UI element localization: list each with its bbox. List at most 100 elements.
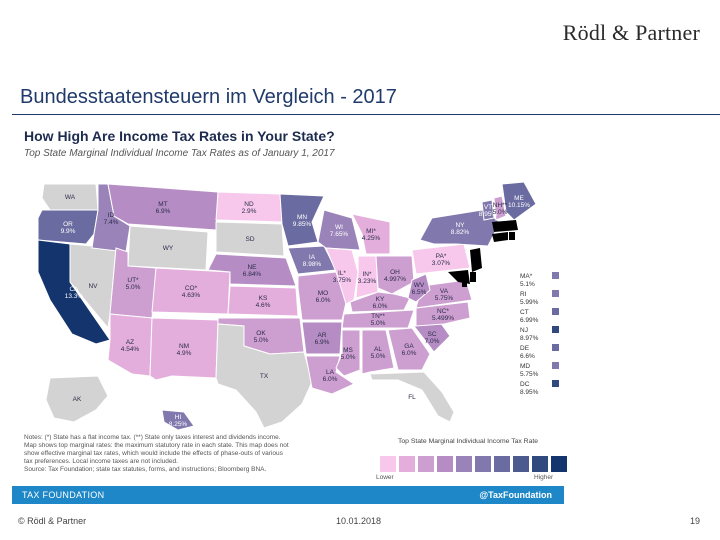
state-MA (492, 220, 518, 232)
state-rate-ND: 2.9% (242, 208, 257, 215)
side-label-CT: CT6.99% (520, 308, 559, 324)
state-label-MI: MI* (366, 228, 376, 235)
state-label-SD: SD (245, 236, 254, 243)
state-NH (493, 195, 507, 221)
state-label-PA: PA* (436, 253, 447, 260)
legend-swatches (380, 456, 567, 472)
tax-foundation-logo: TAX FOUNDATION (22, 490, 105, 500)
svg-text:NJ: NJ (520, 327, 528, 334)
svg-text:MA*: MA* (520, 273, 533, 280)
state-rate-TN: 5.0% (371, 320, 386, 327)
state-label-IL: IL* (338, 270, 346, 277)
state-label-WA: WA (65, 194, 76, 201)
tax-foundation-handle: @TaxFoundation (479, 490, 552, 500)
side-label-DC: DC8.95% (520, 380, 559, 396)
state-label-TX: TX (260, 373, 269, 380)
state-MT (107, 183, 219, 231)
state-rate-ME: 10.15% (508, 202, 530, 209)
state-label-OR: OR (63, 221, 73, 228)
note-line: Map shows top marginal rates: the maximu… (24, 442, 289, 449)
state-IL (325, 247, 359, 305)
state-rate-NM: 4.9% (177, 350, 192, 357)
state-label-SC: SC (427, 331, 436, 338)
side-labels: MA*5.1% RI5.99% CT6.99% NJ8.97% DE6.6% M… (520, 272, 559, 396)
state-DE (470, 272, 476, 282)
state-rate-OK: 5.0% (254, 337, 269, 344)
legend-title: Top State Marginal Individual Income Tax… (397, 438, 539, 445)
tax-map-figure: How High Are Income Tax Rates in Your St… (12, 122, 567, 506)
state-rate-AR: 6.9% (315, 339, 330, 346)
state-rate-PA: 3.07% (432, 260, 451, 267)
state-label-NC: NC* (437, 308, 449, 315)
svg-text:5.99%: 5.99% (520, 299, 539, 306)
legend-swatch (494, 456, 510, 472)
state-rate-CO: 4.63% (182, 292, 201, 299)
title-divider (12, 114, 720, 115)
svg-text:DC: DC (520, 381, 530, 388)
state-label-VT: VT (484, 204, 492, 211)
svg-text:5.1%: 5.1% (520, 281, 535, 288)
svg-text:8.95%: 8.95% (520, 389, 539, 396)
state-label-IA: IA (309, 254, 316, 261)
state-rate-MO: 6.0% (316, 297, 331, 304)
state-HI (161, 409, 195, 431)
side-label-DE: DE6.6% (520, 344, 559, 360)
legend-swatch (513, 456, 529, 472)
state-rate-OR: 9.9% (61, 228, 76, 235)
legend-higher-label: Higher (534, 474, 554, 481)
legend-swatch (532, 456, 548, 472)
state-rate-GA: 6.0% (402, 350, 417, 357)
state-label-CA: CA (69, 286, 79, 293)
state-label-ID: ID (108, 212, 115, 219)
state-label-OH: OH (390, 269, 400, 276)
state-label-KY: KY (376, 296, 385, 303)
note-line: Source: Tax Foundation; state tax statut… (24, 466, 267, 473)
state-SD (215, 221, 285, 257)
state-NE (207, 253, 297, 287)
state-label-HI: HI (175, 414, 182, 421)
state-AL (361, 329, 395, 375)
state-label-ME: ME (514, 195, 524, 202)
svg-text:RI: RI (520, 291, 527, 298)
state-label-AR: AR (317, 332, 326, 339)
state-rate-LA: 6.0% (323, 376, 338, 383)
state-label-VA: VA (440, 288, 449, 295)
side-label-NJ: NJ8.97% (520, 326, 559, 342)
side-label-MD: MD5.75% (520, 362, 559, 378)
state-label-ND: ND (244, 201, 254, 208)
state-rate-CA: 13.3% (65, 293, 84, 300)
state-labels: WAOR9.9%CA13.3%NVID7.4%MT6.9%WYUT*5.0%AZ… (61, 194, 531, 428)
state-rate-VA: 5.75% (435, 295, 454, 302)
state-MI (351, 213, 391, 255)
state-DC (462, 282, 467, 287)
figure-notes: Notes: (*) State has a flat income tax. … (24, 434, 354, 474)
state-rate-SC: 7.0% (425, 338, 440, 345)
state-GA (387, 327, 431, 371)
state-label-WY: WY (163, 245, 174, 252)
state-rate-VT: 8.95% (479, 211, 498, 218)
state-label-NV: NV (88, 283, 98, 290)
state-rate-IN: 3.23% (358, 278, 377, 285)
legend-swatch (380, 456, 396, 472)
state-label-TN: TN** (371, 313, 385, 320)
state-rate-NH: 5.0% (493, 209, 508, 216)
state-label-MO: MO (318, 290, 328, 297)
svg-text:DE: DE (520, 345, 530, 352)
brand-logo: Rödl & Partner (562, 20, 700, 45)
state-label-OK: OK (256, 330, 266, 337)
state-rate-NC: 5.499% (432, 315, 454, 322)
legend-swatch (418, 456, 434, 472)
note-line: tax preferences. Local income taxes are … (24, 458, 178, 465)
state-KS (227, 285, 299, 317)
state-label-AK: AK (73, 396, 82, 403)
state-VT (481, 199, 495, 221)
state-label-AZ: AZ (126, 339, 134, 346)
state-label-CO: CO* (185, 285, 198, 292)
state-label-MT: MT (158, 201, 167, 208)
state-rate-MT: 6.9% (156, 208, 171, 215)
figure-title: How High Are Income Tax Rates in Your St… (24, 128, 335, 144)
state-label-NE: NE (247, 264, 257, 271)
state-rate-KY: 6.0% (373, 303, 388, 310)
slide-title: Bundesstaatensteuern im Vergleich - 2017 (20, 86, 397, 108)
side-label-MA: MA*5.1% (520, 272, 559, 288)
